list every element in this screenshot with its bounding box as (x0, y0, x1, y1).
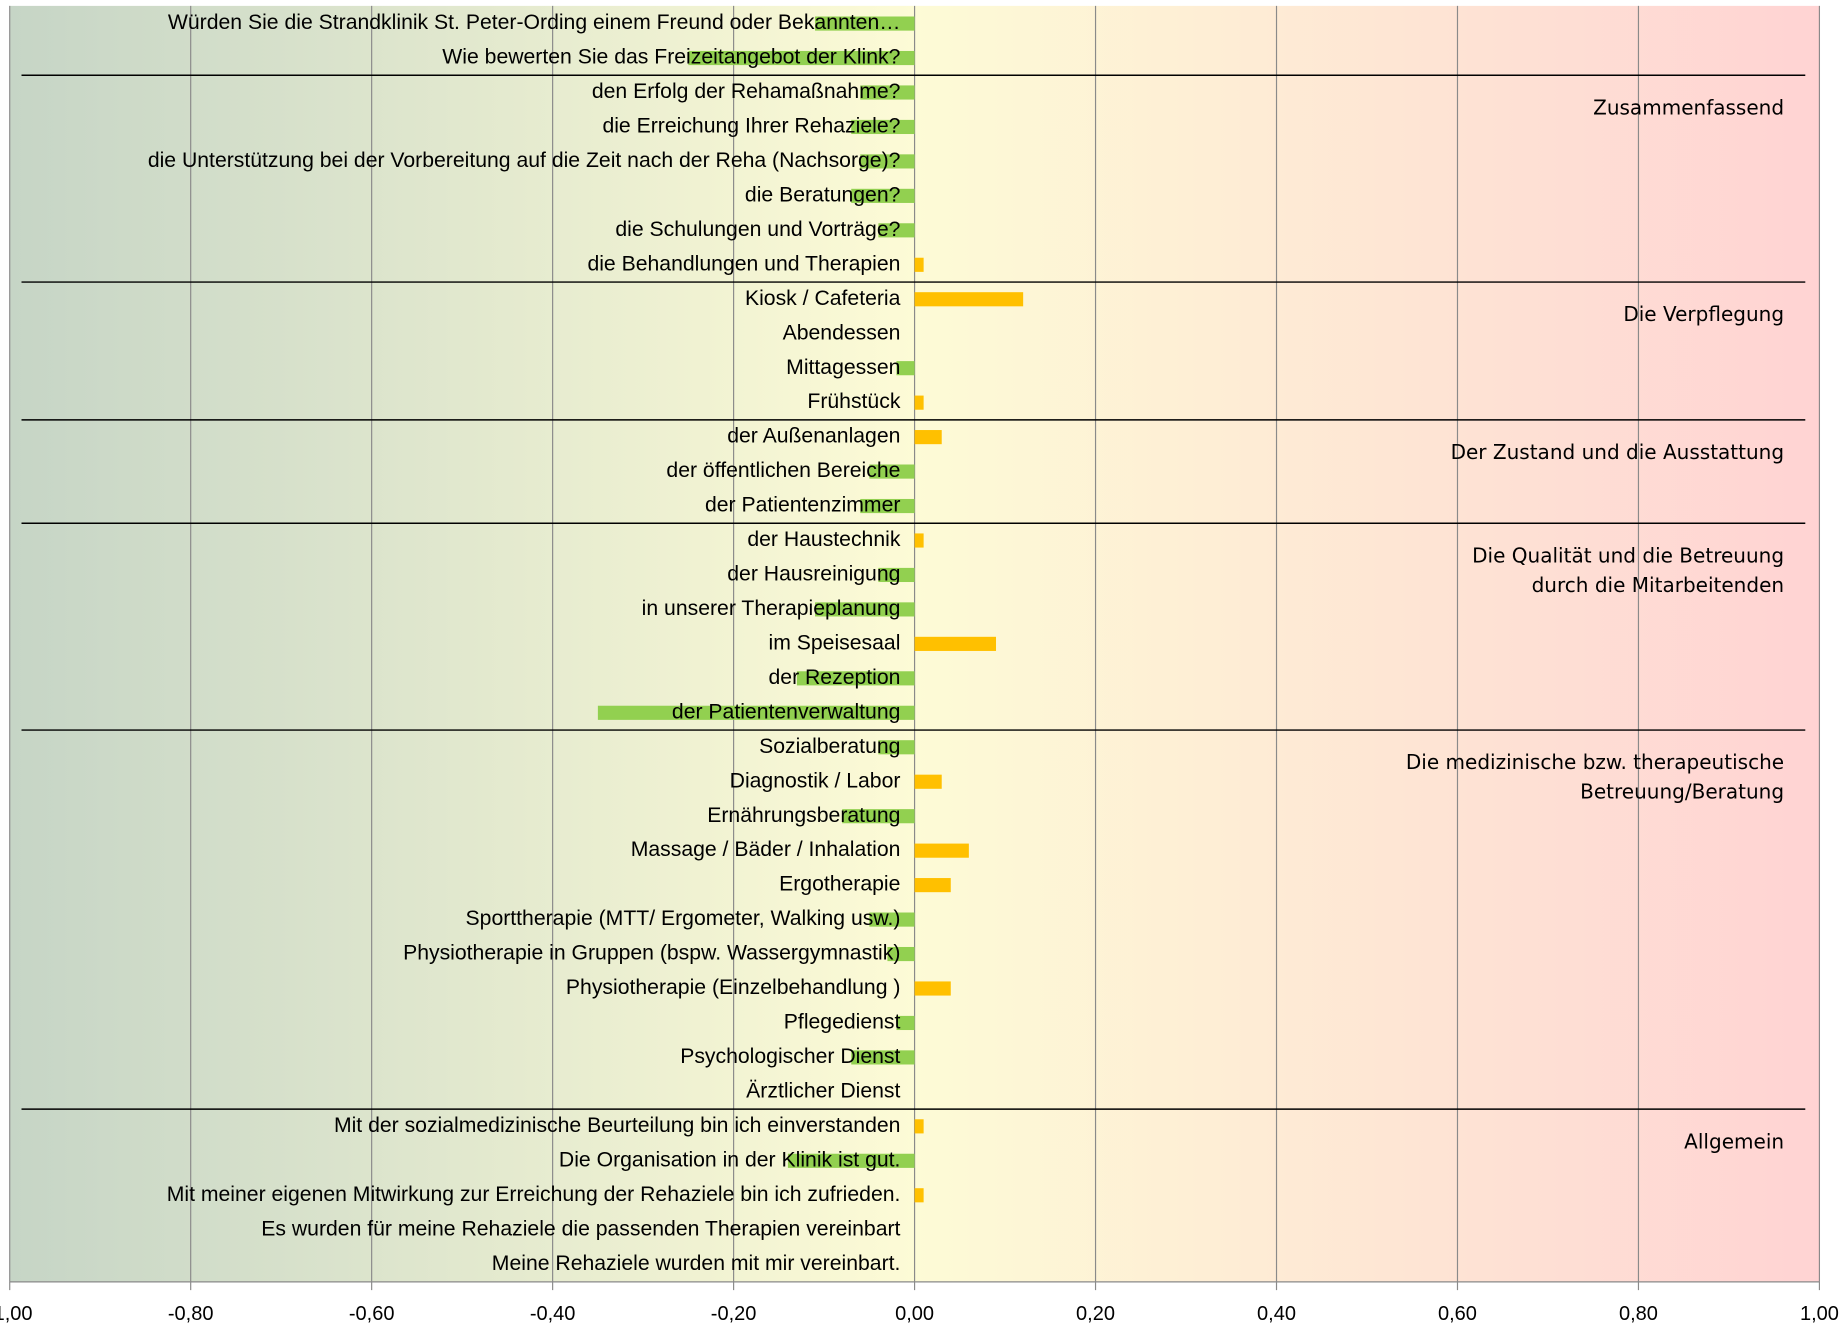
category-label: der Außenanlagen (727, 425, 900, 448)
group-label: Betreuung/Beratung (1580, 780, 1784, 804)
bar (869, 464, 915, 479)
category-label: der Patientenverwaltung (672, 700, 901, 723)
category-label: der Haustechnik (747, 528, 901, 551)
category-label: Wie bewerten Sie das Freizeitangebot der… (442, 46, 900, 69)
group-label: Die Qualität und die Betreuung (1472, 543, 1784, 567)
category-label: Ergotherapie (779, 873, 900, 896)
bar (860, 498, 915, 514)
x-tick-label: 1,00 (1800, 1303, 1839, 1325)
bar (887, 946, 915, 962)
category-label: die Unterstützung bei der Vorbereitung a… (148, 149, 901, 172)
category-label: Sozialberatung (759, 735, 900, 758)
category-label: die Behandlungen und Therapien (587, 252, 900, 275)
category-label: Kiosk / Cafeteria (745, 287, 901, 310)
x-tick-label: -0,80 (168, 1303, 214, 1325)
category-label: Mit der sozialmedizinische Beurteilung b… (334, 1114, 900, 1137)
bar (914, 533, 924, 548)
category-label: Physiotherapie in Gruppen (bspw. Wasserg… (403, 942, 900, 965)
group-label: durch die Mitarbeitenden (1532, 573, 1784, 597)
group-label: Die medizinische bzw. therapeutische (1406, 750, 1784, 774)
category-label: Die Organisation in der Klinik ist gut. (559, 1148, 901, 1171)
bar (878, 567, 915, 583)
bar (914, 430, 942, 445)
bar (914, 636, 997, 651)
category-label: Meine Rehaziele wurden mit mir vereinbar… (492, 1252, 901, 1275)
bar (914, 774, 942, 789)
category-label: Psychologischer Dienst (680, 1045, 900, 1068)
category-label: Ernährungsberatung (707, 804, 900, 827)
bar (914, 257, 924, 272)
bar (914, 843, 969, 858)
bar (914, 1119, 924, 1134)
x-tick-label: -0,40 (530, 1303, 576, 1325)
category-label: in unserer Therapieplanung (642, 597, 901, 620)
x-tick-label: -0,60 (349, 1303, 395, 1325)
group-label: Zusammenfassend (1593, 95, 1784, 119)
category-label: Physiotherapie (Einzelbehandlung ) (566, 976, 901, 999)
category-label: Diagnostik / Labor (730, 769, 901, 792)
bar (914, 395, 924, 410)
category-label: der Rezeption (769, 666, 901, 689)
group-label: Allgemein (1684, 1129, 1784, 1153)
category-label: Würden Sie die Strandklinik St. Peter-Or… (168, 11, 901, 34)
x-tick-label: -0,20 (711, 1303, 757, 1325)
category-label: Es wurden für meine Rehaziele die passen… (261, 1217, 900, 1240)
bar (914, 292, 1024, 307)
category-label: Massage / Bäder / Inhalation (631, 838, 901, 861)
x-tick-label: -1,00 (0, 1303, 33, 1325)
bar (851, 119, 915, 135)
bar (860, 85, 915, 100)
x-tick-label: 0,20 (1076, 1303, 1115, 1325)
category-label: der Hausreinigung (727, 563, 900, 586)
category-label: der Patientenzimmer (705, 494, 900, 517)
bar (787, 1153, 915, 1168)
x-tick-label: 0,00 (895, 1303, 934, 1325)
x-tick-label: 0,40 (1257, 1303, 1296, 1325)
bar (597, 705, 915, 720)
category-label: Mit meiner eigenen Mitwirkung zur Erreic… (167, 1183, 901, 1206)
bar (914, 1188, 924, 1203)
bar (896, 361, 915, 376)
category-label: die Schulungen und Vorträge? (615, 218, 900, 241)
bar (896, 1015, 915, 1031)
category-label: Abendessen (783, 321, 901, 344)
category-label: den Erfolg der Rehamaßnahme? (592, 80, 901, 103)
bar (878, 740, 915, 755)
category-label: Pflegedienst (784, 1011, 901, 1034)
bar (815, 16, 915, 31)
bar (796, 671, 915, 686)
bar (842, 809, 915, 824)
bar (869, 912, 915, 927)
category-label: der öffentlichen Bereiche (666, 459, 900, 482)
category-label: die Beratungen? (745, 183, 901, 206)
category-label: Sporttherapie (MTT/ Ergometer, Walking u… (466, 907, 901, 930)
bar (851, 188, 915, 203)
bar (815, 602, 915, 617)
bar (688, 50, 915, 66)
category-label: Frühstück (807, 390, 900, 413)
category-label: Ärztlicher Dienst (746, 1078, 900, 1102)
x-tick-label: 0,80 (1619, 1303, 1658, 1325)
bar (914, 878, 951, 893)
bar (878, 223, 915, 238)
bar (860, 154, 915, 169)
category-label: Mittagessen (786, 356, 900, 379)
group-label: Die Verpflegung (1623, 302, 1784, 326)
category-label: die Erreichung Ihrer Rehaziele? (602, 115, 900, 138)
group-label: Der Zustand und die Ausstattung (1451, 440, 1785, 464)
category-label: im Speisesaal (769, 631, 901, 654)
bar (914, 981, 951, 996)
bar (851, 1050, 915, 1065)
x-tick-label: 0,60 (1438, 1303, 1477, 1325)
